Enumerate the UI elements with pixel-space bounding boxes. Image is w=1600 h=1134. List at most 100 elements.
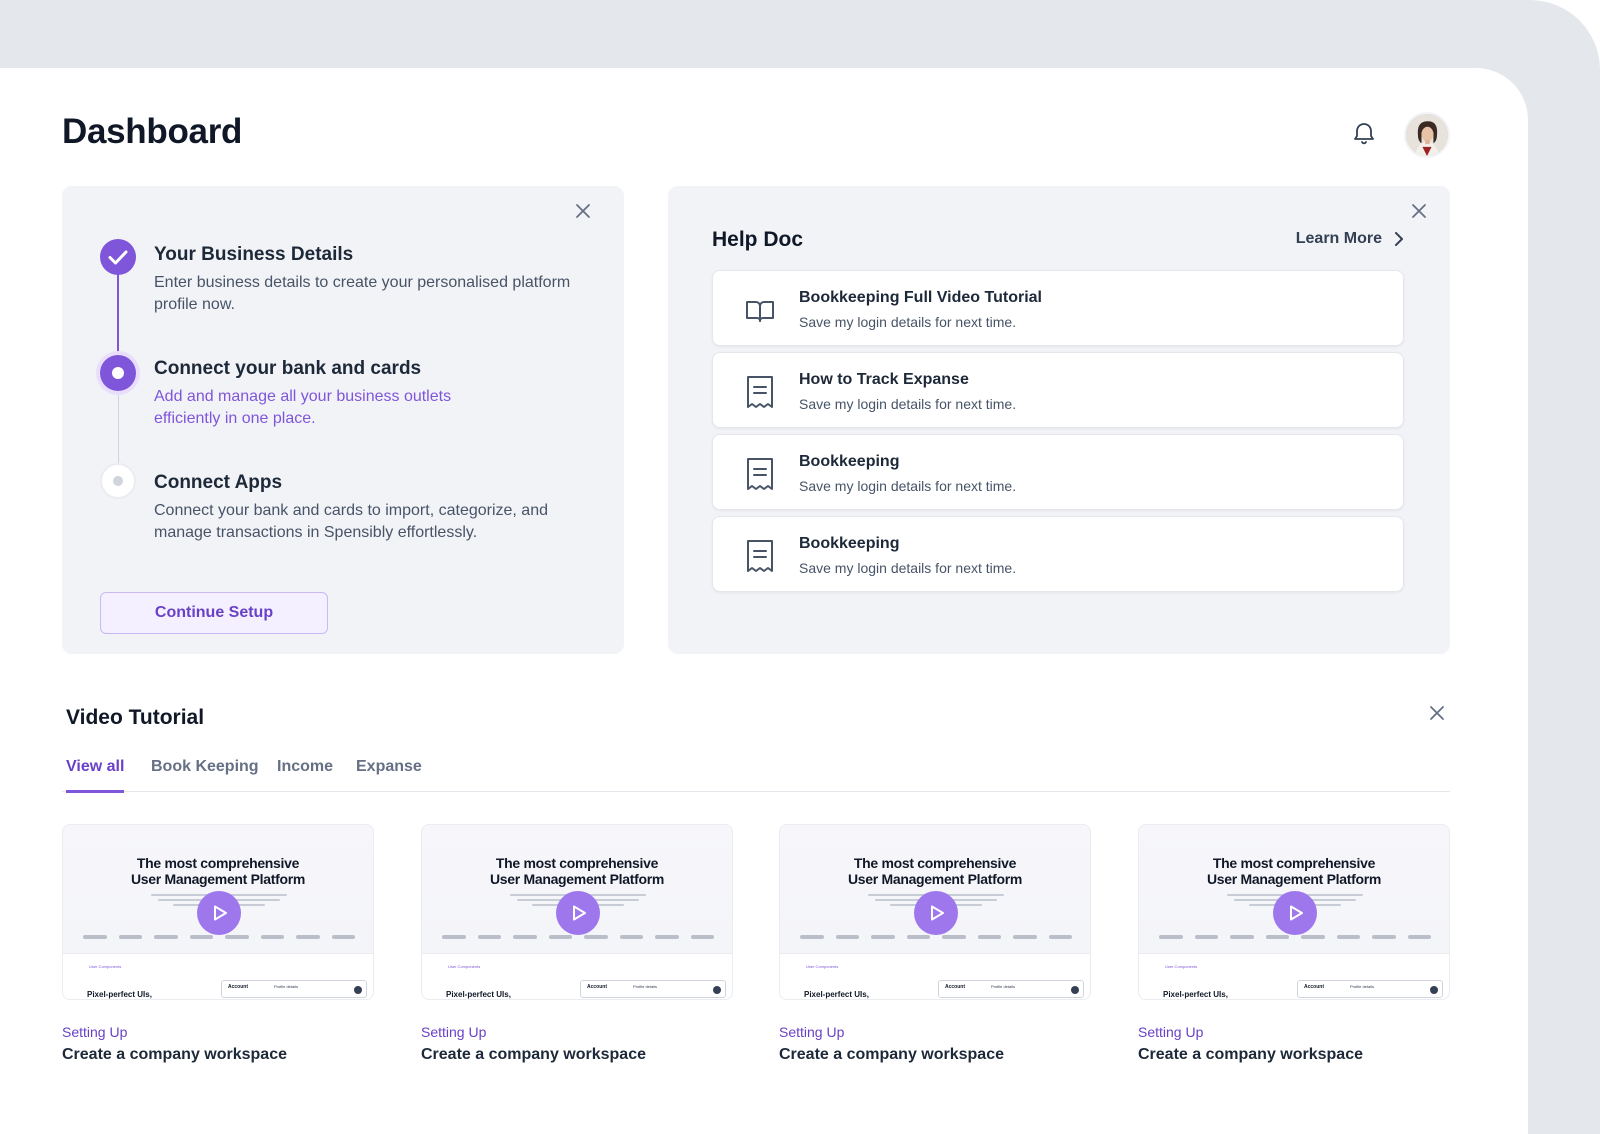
thumbnail-panel-text: Profile details <box>1350 984 1375 989</box>
step-description: Add and manage all your business outlets… <box>154 388 452 427</box>
thumbnail-panel-dot <box>354 986 362 994</box>
close-icon[interactable] <box>1410 202 1428 220</box>
tab-income[interactable]: Income <box>277 758 334 775</box>
thumbnail-tag: User Components <box>448 964 481 969</box>
help-doc-item-subtitle: Save my login details for next time. <box>799 396 1017 412</box>
step-connector-complete <box>117 270 119 354</box>
thumbnail-panel-text: Profile details <box>991 984 1016 989</box>
video-card[interactable]: The most comprehensive User Management P… <box>62 824 374 1064</box>
help-doc-item[interactable]: Bookkeeping Full Video Tutorial Save my … <box>712 270 1404 346</box>
step-title: Connect your bank and cards <box>154 358 422 379</box>
help-doc-item-title: Bookkeeping <box>799 453 900 470</box>
thumbnail-bottom-text: Pixel-perfect UIs, <box>1163 990 1228 999</box>
step-connector-pending <box>118 384 119 466</box>
close-icon[interactable] <box>1428 704 1446 722</box>
video-title[interactable]: Create a company workspace <box>779 1046 1004 1063</box>
thumbnail-logos <box>1159 935 1431 941</box>
receipt-icon <box>747 376 773 408</box>
thumbnail-panel-title: Account <box>228 984 248 990</box>
bell-icon[interactable] <box>1352 120 1376 146</box>
thumbnail-panel: Account Profile details <box>938 980 1084 998</box>
thumbnail-tag: User Components <box>89 964 122 969</box>
thumbnail-panel: Account Profile details <box>221 980 367 998</box>
book-open-icon <box>746 301 774 322</box>
help-doc-item[interactable]: Bookkeeping Save my login details for ne… <box>712 434 1404 510</box>
setup-card: Your Business Details Enter business det… <box>62 186 624 654</box>
help-doc-item-subtitle: Save my login details for next time. <box>799 314 1017 330</box>
step-description: Connect your bank and cards to import, c… <box>154 502 548 541</box>
receipt-icon <box>747 458 773 490</box>
video-title[interactable]: Create a company workspace <box>62 1046 287 1063</box>
thumbnail-panel-text: Profile details <box>274 984 299 989</box>
chevron-right-icon <box>1395 232 1403 246</box>
help-doc-item-subtitle: Save my login details for next time. <box>799 560 1017 576</box>
help-doc-item[interactable]: Bookkeeping Save my login details for ne… <box>712 516 1404 592</box>
step-connect-apps[interactable]: Connect Apps Connect your bank and cards… <box>154 472 554 544</box>
thumbnail-logos <box>83 935 355 941</box>
step-title: Connect Apps <box>154 472 283 493</box>
thumbnail-logos <box>442 935 714 941</box>
help-doc-item-subtitle: Save my login details for next time. <box>799 478 1017 494</box>
receipt-icon <box>747 540 773 572</box>
pending-step-icon <box>100 463 136 499</box>
thumbnail-panel-text: Profile details <box>633 984 658 989</box>
thumbnail-tag: User Components <box>806 964 839 969</box>
thumbnail-heading-line: User Management Platform <box>130 871 306 887</box>
thumbnail-panel-dot <box>1071 986 1079 994</box>
play-icon[interactable] <box>1273 891 1317 935</box>
play-icon[interactable] <box>197 891 241 935</box>
learn-more-label: Learn More <box>1295 230 1382 247</box>
help-doc-title: Help Doc <box>712 228 804 251</box>
check-icon <box>100 239 136 275</box>
video-card[interactable]: The most comprehensive User Management P… <box>1138 824 1450 1064</box>
thumbnail-heading-line: The most comprehensive <box>136 855 300 871</box>
thumbnail-bottom-text: Pixel-perfect UIs, <box>87 990 152 999</box>
tab-expanse[interactable]: Expanse <box>356 758 422 775</box>
close-icon[interactable] <box>574 202 592 220</box>
page-title: Dashboard <box>62 112 243 151</box>
thumbnail-heading-line: User Management Platform <box>489 871 665 887</box>
thumbnail-panel-title: Account <box>1304 984 1324 990</box>
thumbnail-tag: User Components <box>1165 964 1198 969</box>
play-icon[interactable] <box>556 891 600 935</box>
continue-setup-button[interactable]: Continue Setup <box>100 592 328 634</box>
video-category: Setting Up <box>779 1024 845 1040</box>
thumbnail-heading-line: The most comprehensive <box>1212 855 1376 871</box>
thumbnail-bottom: User Components Pixel-perfect UIs, Accou… <box>63 953 373 999</box>
step-description: Enter business details to create your pe… <box>154 274 571 313</box>
thumbnail-heading: The most comprehensive User Management P… <box>780 855 1090 887</box>
video-thumbnail[interactable]: The most comprehensive User Management P… <box>421 824 733 1000</box>
help-doc-item-title: How to Track Expanse <box>799 371 969 388</box>
thumbnail-panel-dot <box>1430 986 1438 994</box>
video-tutorial-title: Video Tutorial <box>66 706 205 729</box>
thumbnail-panel-title: Account <box>945 984 965 990</box>
thumbnail-heading-line: The most comprehensive <box>495 855 659 871</box>
learn-more-link[interactable]: Learn More <box>1296 230 1404 248</box>
active-step-icon <box>96 351 140 395</box>
user-avatar[interactable] <box>1404 112 1450 158</box>
thumbnail-bottom-text: Pixel-perfect UIs, <box>446 990 511 999</box>
video-thumbnail[interactable]: The most comprehensive User Management P… <box>779 824 1091 1000</box>
thumbnail-heading-line: The most comprehensive <box>853 855 1017 871</box>
tab-view-all[interactable]: View all <box>66 758 125 793</box>
video-tabs: View all Book Keeping Income Expanse <box>62 754 1450 793</box>
thumbnail-bottom-text: Pixel-perfect UIs, <box>804 990 869 999</box>
step-title: Your Business Details <box>154 244 354 265</box>
video-card[interactable]: The most comprehensive User Management P… <box>421 824 733 1064</box>
play-icon[interactable] <box>914 891 958 935</box>
step-business-details[interactable]: Your Business Details Enter business det… <box>154 244 574 316</box>
thumbnail-heading: The most comprehensive User Management P… <box>1139 855 1449 887</box>
video-card[interactable]: The most comprehensive User Management P… <box>779 824 1091 1064</box>
thumbnail-bottom: User Components Pixel-perfect UIs, Accou… <box>422 953 732 999</box>
video-title[interactable]: Create a company workspace <box>1138 1046 1363 1063</box>
video-title[interactable]: Create a company workspace <box>421 1046 646 1063</box>
video-thumbnail[interactable]: The most comprehensive User Management P… <box>1138 824 1450 1000</box>
thumbnail-heading-line: User Management Platform <box>847 871 1023 887</box>
video-thumbnail[interactable]: The most comprehensive User Management P… <box>62 824 374 1000</box>
help-doc-item[interactable]: How to Track Expanse Save my login detai… <box>712 352 1404 428</box>
tab-book-keeping[interactable]: Book Keeping <box>151 758 259 775</box>
thumbnail-panel: Account Profile details <box>580 980 726 998</box>
help-doc-item-title: Bookkeeping <box>799 535 900 552</box>
step-connect-bank[interactable]: Connect your bank and cards Add and mana… <box>154 358 484 430</box>
video-category: Setting Up <box>62 1024 128 1040</box>
